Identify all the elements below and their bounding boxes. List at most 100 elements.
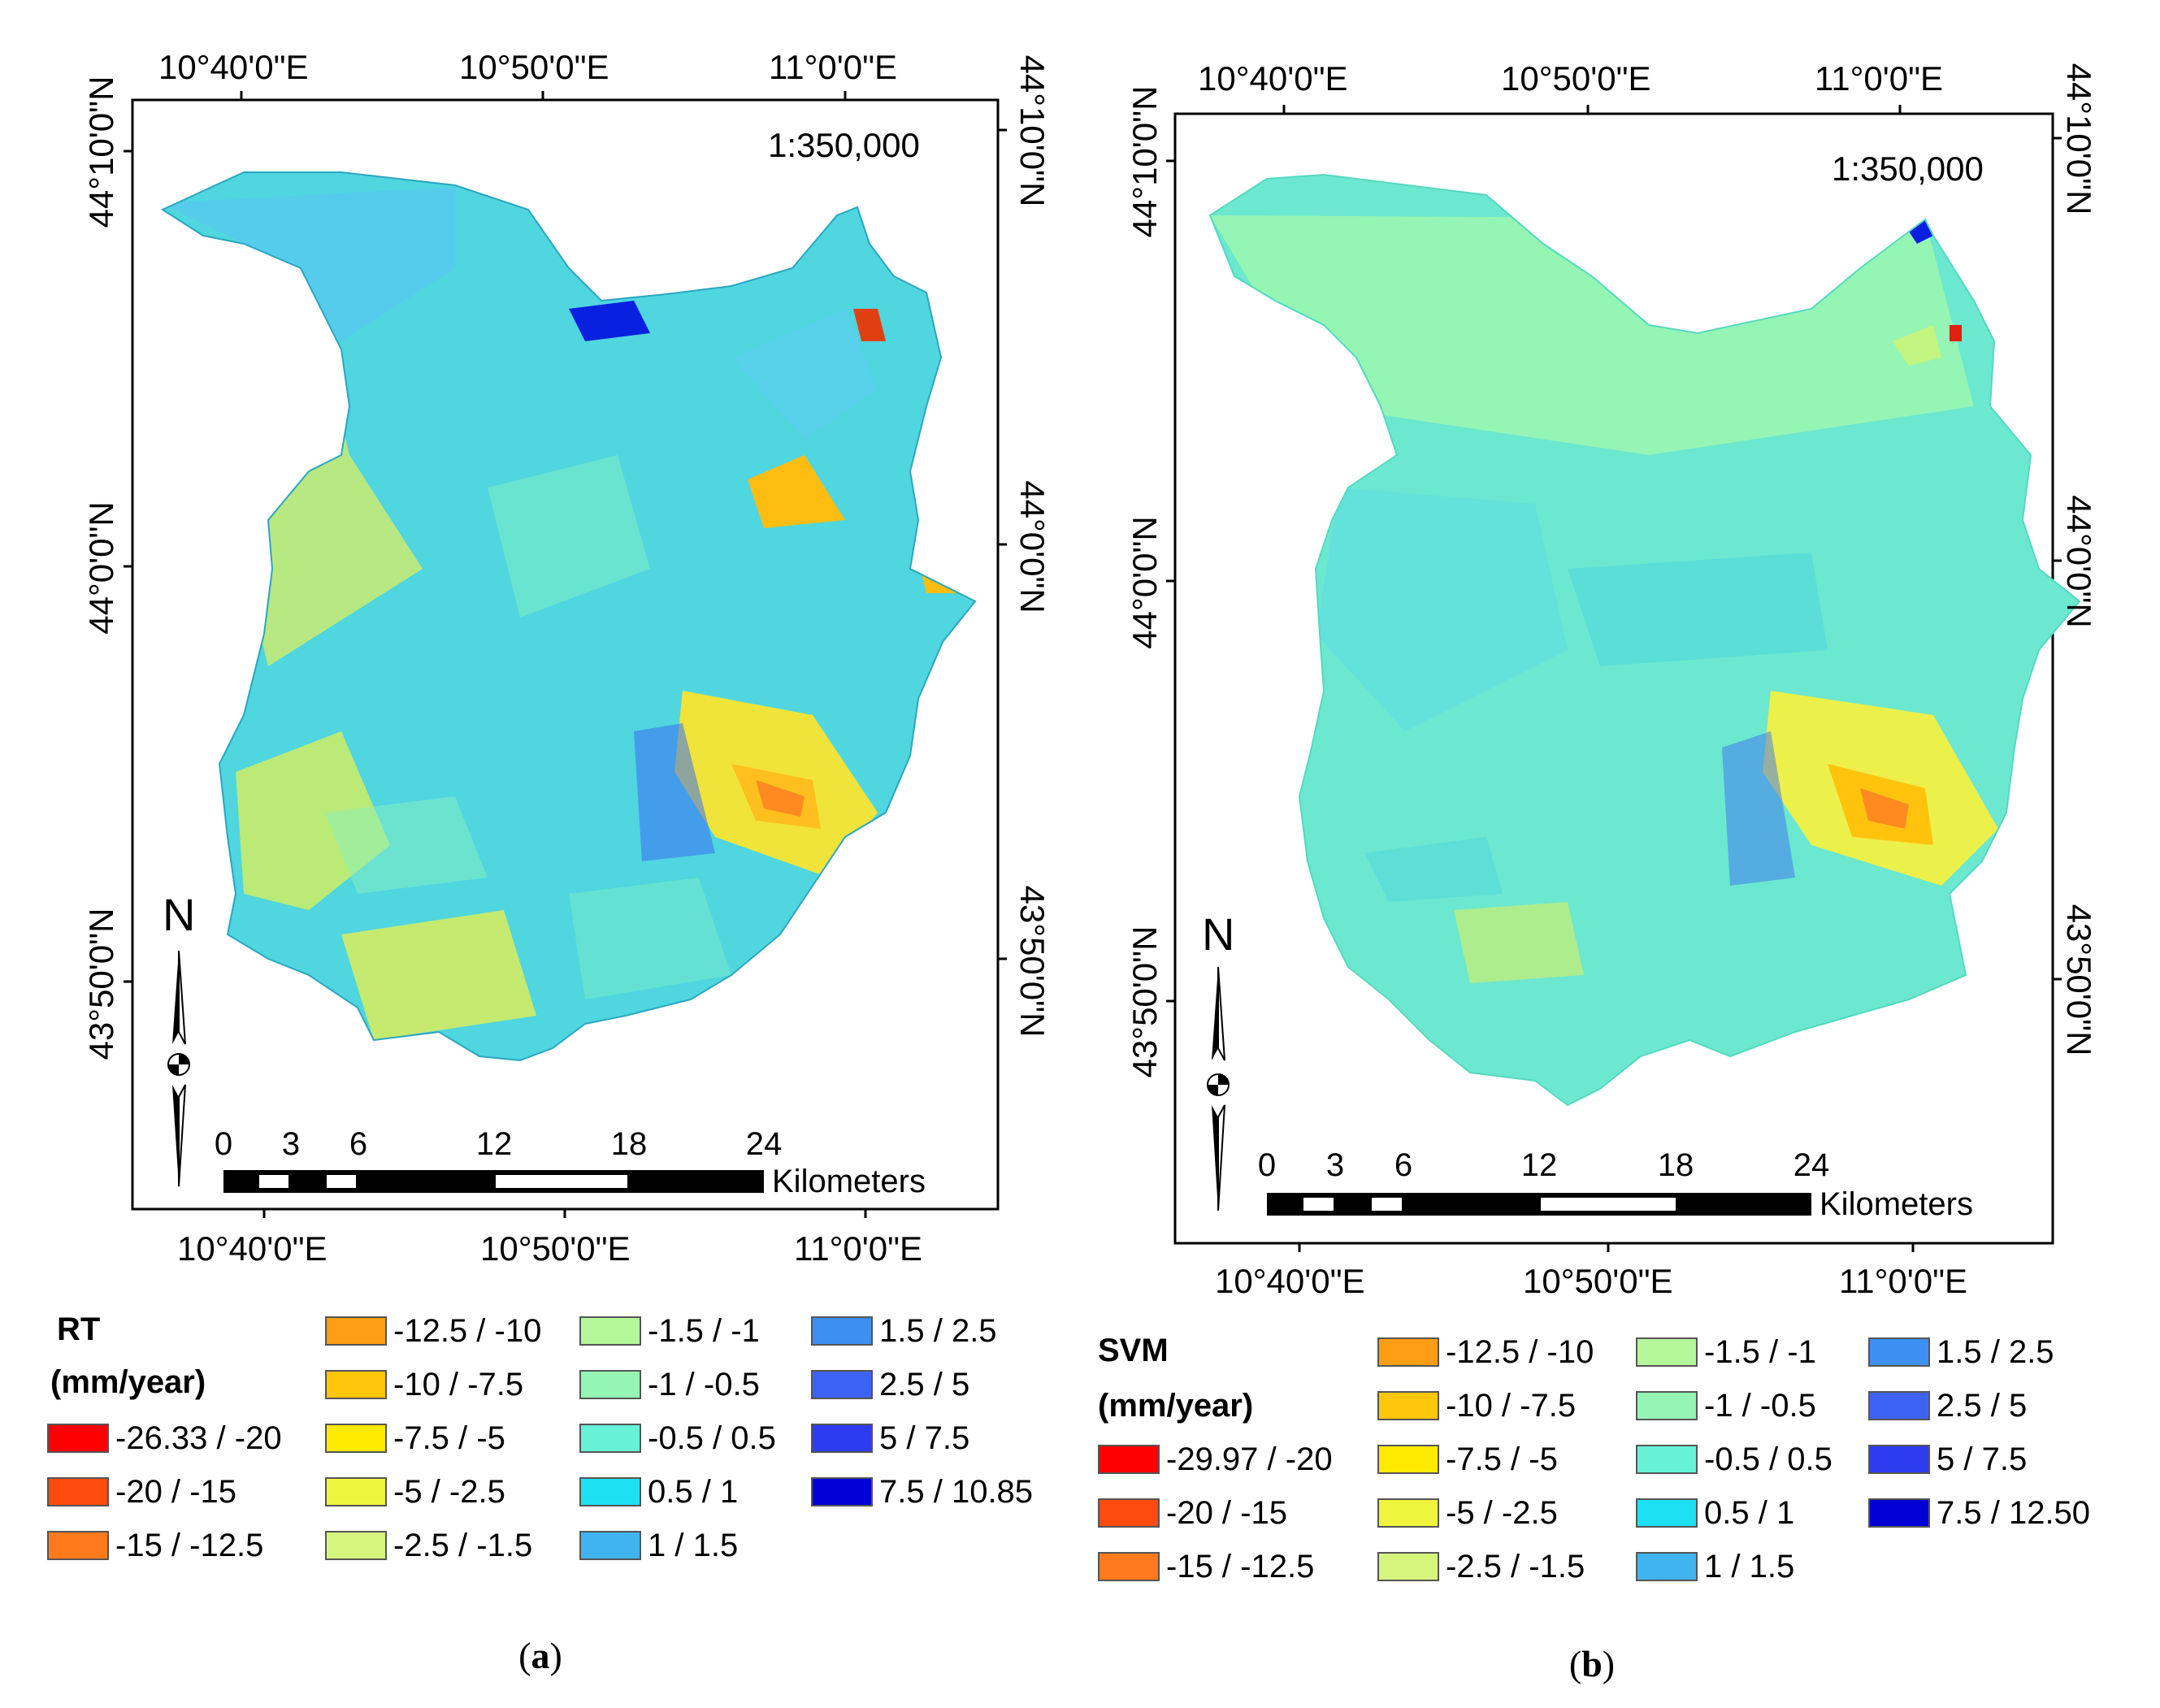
legend-swatch — [47, 1531, 109, 1560]
legend-swatch — [579, 1316, 641, 1346]
legend-item: -10 / -7.5 — [1377, 1389, 1576, 1422]
legend-label: 1.5 / 2.5 — [879, 1313, 997, 1349]
bottom-lon-label: 10°40'0"E — [177, 1229, 327, 1268]
legend-item: -12.5 / -10 — [325, 1315, 541, 1347]
bottom-lon-label: 10°40'0"E — [1215, 1262, 1365, 1300]
legend-label: 7.5 / 12.50 — [1937, 1495, 2091, 1531]
left-lat-label: 44°10'0"N — [82, 76, 120, 228]
legend-item: -7.5 / -5 — [325, 1422, 505, 1454]
scale-tick-label: 0 — [214, 1126, 233, 1162]
legend-label: 1 / 1.5 — [1704, 1549, 1795, 1584]
scale-tick-label: 12 — [1520, 1147, 1558, 1183]
legend-item: -1.5 / -1 — [1636, 1336, 1816, 1368]
map-scale-ratio: 1:350,000 — [768, 126, 920, 164]
legend-swatch — [579, 1531, 641, 1560]
scale-tick-label: 24 — [745, 1126, 783, 1162]
legend-label: -7.5 / -5 — [393, 1420, 505, 1456]
left-lat-label: 43°50'0"N — [82, 908, 120, 1060]
legend-swatch — [47, 1477, 109, 1506]
scale-unit-label: Kilometers — [1820, 1186, 1973, 1222]
legend-title: RT — [57, 1311, 101, 1347]
scale-tick-label: 24 — [1793, 1147, 1830, 1183]
map-a-ticks — [124, 91, 1007, 1218]
legend-label: 5 / 7.5 — [1937, 1441, 2028, 1477]
legend-item: -2.5 / -1.5 — [1377, 1550, 1585, 1583]
bottom-lon-label: 11°0'0"E — [1839, 1262, 1968, 1300]
scale-tick-label: 6 — [1394, 1147, 1413, 1183]
north-label: N — [163, 889, 196, 940]
legend-label: -1 / -0.5 — [1704, 1388, 1816, 1424]
legend-label: -12.5 / -10 — [1446, 1334, 1594, 1370]
north-label: N — [1202, 908, 1235, 960]
legend-label: -15 / -12.5 — [1166, 1549, 1315, 1584]
bottom-lon-label: 10°50'0"E — [480, 1229, 631, 1268]
legend-item: 1 / 1.5 — [579, 1529, 738, 1562]
legend-item: -5 / -2.5 — [1377, 1497, 1558, 1529]
legend-label: 7.5 / 10.85 — [879, 1474, 1034, 1510]
legend-swatch — [1098, 1445, 1160, 1474]
legend-label: -7.5 / -5 — [1446, 1441, 1558, 1477]
right-lat-label: 43°50'0"N — [2060, 904, 2098, 1056]
legend-swatch — [811, 1424, 873, 1453]
legend-label: 0.5 / 1 — [1704, 1495, 1795, 1531]
scale-unit-label: Kilometers — [772, 1164, 926, 1199]
legend-swatch — [579, 1424, 641, 1453]
legend-label: 0.5 / 1 — [648, 1474, 739, 1510]
legend-label: 2.5 / 5 — [1937, 1388, 2028, 1424]
legend-item: -7.5 / -5 — [1377, 1443, 1558, 1476]
scale-tick-label: 3 — [1325, 1147, 1345, 1183]
right-lat-label: 43°50'0"N — [1013, 885, 1052, 1038]
legend-item: 2.5 / 5 — [811, 1368, 969, 1401]
legend-swatch — [1868, 1498, 1930, 1528]
legend-item: -1 / -0.5 — [1636, 1389, 1816, 1422]
legend-item: 1.5 / 2.5 — [1868, 1336, 2054, 1368]
top-lon-label: 11°0'0"E — [1815, 59, 1944, 98]
right-lat-label: 44°10'0"N — [1013, 54, 1052, 207]
legend-label: -1 / -0.5 — [648, 1367, 760, 1402]
panel-caption: (b) — [1568, 1643, 1616, 1684]
legend-item: -15 / -12.5 — [1098, 1550, 1314, 1583]
legend-label: -0.5 / 0.5 — [1704, 1441, 1833, 1477]
legend-item: -20 / -15 — [1098, 1497, 1287, 1529]
legend-label: -2.5 / -1.5 — [1446, 1549, 1585, 1584]
legend-swatch — [811, 1477, 873, 1506]
legend-swatch — [811, 1370, 873, 1399]
map-panel-b: 10°40'0"E 10°50'0"E 11°0'0"E 10°40'0"E 1… — [1080, 0, 2160, 1708]
legend-swatch — [1868, 1337, 1930, 1367]
map-b-graphic — [1166, 105, 2081, 1252]
legend-label: -0.5 / 0.5 — [648, 1420, 776, 1456]
legend-label: 5 / 7.5 — [879, 1420, 970, 1456]
north-arrow-icon — [1207, 966, 1230, 1212]
legend-label: 2.5 / 5 — [879, 1367, 970, 1402]
legend-swatch — [579, 1477, 641, 1506]
scale-bar-graphic — [1267, 1193, 1811, 1216]
left-lat-label: 44°0'0"N — [1126, 516, 1164, 649]
legend-label: -20 / -15 — [1166, 1495, 1287, 1531]
legend-label: -12.5 / -10 — [393, 1313, 542, 1349]
bottom-lon-label: 11°0'0"E — [794, 1229, 923, 1268]
legend-item: -10 / -7.5 — [325, 1368, 523, 1401]
legend-unit: (mm/year) — [50, 1364, 206, 1400]
map-b-ticks — [1166, 105, 2062, 1252]
legend-swatch — [1098, 1498, 1160, 1528]
legend-item: -1.5 / -1 — [579, 1315, 760, 1347]
scale-tick-label: 0 — [1257, 1147, 1277, 1183]
legend-swatch — [1636, 1498, 1698, 1528]
legend-swatch — [1636, 1391, 1698, 1420]
legend-item: -0.5 / 0.5 — [579, 1422, 776, 1454]
legend-swatch — [1868, 1445, 1930, 1474]
panel-caption: (a) — [518, 1635, 562, 1676]
right-lat-label: 44°0'0"N — [1013, 480, 1052, 613]
legend-swatch — [325, 1370, 387, 1399]
scale-bar-graphic — [223, 1170, 764, 1193]
legend-swatch — [325, 1316, 387, 1346]
legend-label: -1.5 / -1 — [1704, 1334, 1816, 1370]
legend-swatch — [1868, 1391, 1930, 1420]
top-lon-label: 11°0'0"E — [769, 48, 898, 86]
legend-swatch — [1636, 1552, 1698, 1581]
legend-item: 2.5 / 5 — [1868, 1389, 2027, 1422]
legend-label: -5 / -2.5 — [393, 1474, 505, 1510]
left-lat-label: 43°50'0"N — [1126, 926, 1164, 1078]
scale-tick-label: 6 — [349, 1126, 368, 1162]
map-panel-a: 10°40'0"E 10°50'0"E 11°0'0"E 10°40'0"E 1… — [47, 48, 1052, 1676]
